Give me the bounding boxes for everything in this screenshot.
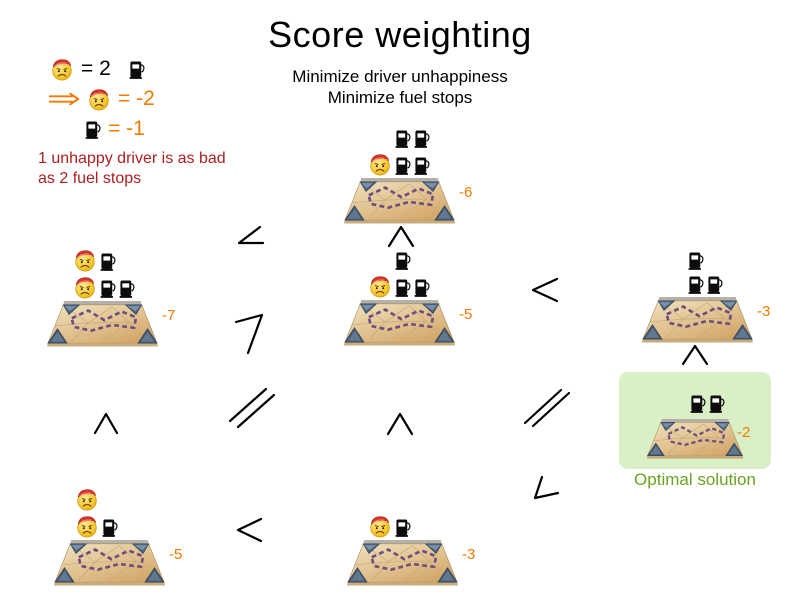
- route-map: [345, 538, 460, 588]
- solution-top: -6: [342, 128, 472, 226]
- fuel-stop-icon: [395, 277, 411, 298]
- score-label: -5: [459, 306, 473, 323]
- solution-left: -7: [45, 248, 175, 349]
- icon-spacer: [368, 148, 392, 149]
- fuel-stop-icon: [709, 393, 725, 414]
- score-label: -2: [737, 424, 751, 441]
- fuel-stop-icon: [688, 250, 704, 271]
- comparator-middle-vs-top-icon: [387, 225, 415, 248]
- fuel-stop-icon: [395, 517, 411, 538]
- fuel-stop-icon: [414, 128, 430, 149]
- fuel-stop-icon: [85, 119, 101, 140]
- fuel-weight-text: = -1: [108, 117, 145, 140]
- comparator-right-vs-optimal-icon: [681, 344, 709, 366]
- constraint-match-icons: [73, 248, 160, 299]
- comparator-bottomleft-vs-bottommiddle-icon: [236, 517, 263, 543]
- constraint-match-icons: [690, 393, 771, 414]
- solution-middle: -5: [342, 250, 472, 348]
- legend-row-driver-weight: = -2: [48, 84, 155, 114]
- comparator-left-vs-middle-icon: [234, 313, 264, 355]
- fuel-stop-icon: [414, 155, 430, 176]
- solution-right: -3: [640, 250, 770, 345]
- unhappy-driver-icon: [75, 487, 99, 511]
- constraint-match-icons: [368, 250, 457, 298]
- solution-bottom-middle: -3: [345, 514, 475, 588]
- equality-bottomleft-vs-middle-icon: [228, 387, 276, 429]
- unhappy-driver-icon: [73, 248, 97, 272]
- constraint-match-icons: [368, 128, 457, 176]
- note-line-2: as 2 fuel stops: [38, 170, 142, 187]
- unhappy-driver-icon: [75, 514, 99, 538]
- subtitle-line-1: Minimize driver unhappiness: [292, 67, 508, 86]
- fuel-stop-icon: [707, 274, 723, 295]
- comparator-bottommiddle-vs-middle-icon: [386, 412, 414, 436]
- route-map: [342, 298, 457, 348]
- unhappy-driver-icon: [368, 274, 392, 298]
- unhappy-driver-icon: [50, 57, 74, 81]
- icon-spacer: [368, 270, 392, 271]
- constraint-match-icons: [75, 487, 167, 538]
- fuel-stop-icon: [414, 277, 430, 298]
- fuel-stop-icon: [688, 274, 704, 295]
- solution-bottom-left: -5: [52, 487, 182, 588]
- comparator-bottommiddle-vs-optimal-icon: [533, 475, 560, 500]
- fuel-stop-icon: [690, 393, 706, 414]
- route-map: [640, 295, 755, 345]
- subtitle-line-2: Minimize fuel stops: [327, 88, 473, 107]
- route-map: [342, 176, 457, 226]
- fuel-stop-icon: [119, 278, 135, 299]
- solution-optimal: -2: [619, 372, 771, 469]
- fuel-stop-icon: [395, 128, 411, 149]
- score-label: -7: [162, 307, 176, 324]
- route-map: [45, 299, 160, 349]
- equality-bottommiddle-vs-right-icon: [523, 388, 571, 428]
- page-title: Score weighting: [268, 14, 532, 55]
- fuel-stop-icon: [102, 517, 118, 538]
- fuel-stop-icon: [129, 59, 145, 80]
- fuel-stop-icon: [395, 250, 411, 271]
- legend-equals-text: = 2: [81, 57, 111, 80]
- implies-arrow-icon: [48, 92, 80, 106]
- fuel-stop-icon: [100, 278, 116, 299]
- unhappy-driver-icon: [87, 87, 111, 111]
- unhappy-driver-icon: [368, 514, 392, 538]
- score-label: -3: [462, 546, 476, 563]
- note-line-1: 1 unhappy driver is as bad: [38, 150, 226, 167]
- score-label: -5: [169, 546, 183, 563]
- constraint-match-icons: [688, 250, 755, 295]
- unhappy-driver-icon: [73, 275, 97, 299]
- fuel-stop-icon: [395, 155, 411, 176]
- driver-weight-text: = -2: [118, 87, 155, 110]
- comparator-middle-vs-right-icon: [531, 277, 559, 303]
- route-map: [645, 417, 745, 461]
- constraint-match-icons: [368, 514, 460, 538]
- optimal-solution-caption: Optimal solution: [634, 470, 756, 489]
- unhappy-driver-icon: [368, 152, 392, 176]
- score-label: -6: [459, 184, 473, 201]
- route-map: [52, 538, 167, 588]
- fuel-stop-icon: [100, 251, 116, 272]
- comparator-bottomleft-vs-left-icon: [93, 412, 119, 435]
- subtitle: Minimize driver unhappiness Minimize fue…: [0, 66, 800, 108]
- score-label: -3: [757, 303, 771, 320]
- weighting-note: 1 unhappy driver is as bad as 2 fuel sto…: [38, 149, 226, 189]
- score-legend: = 2 = -2 = -1: [36, 54, 155, 144]
- comparator-left-vs-top-icon: [237, 225, 265, 245]
- legend-row-definition: = 2: [50, 54, 155, 84]
- legend-row-fuel-weight: = -1: [85, 114, 155, 144]
